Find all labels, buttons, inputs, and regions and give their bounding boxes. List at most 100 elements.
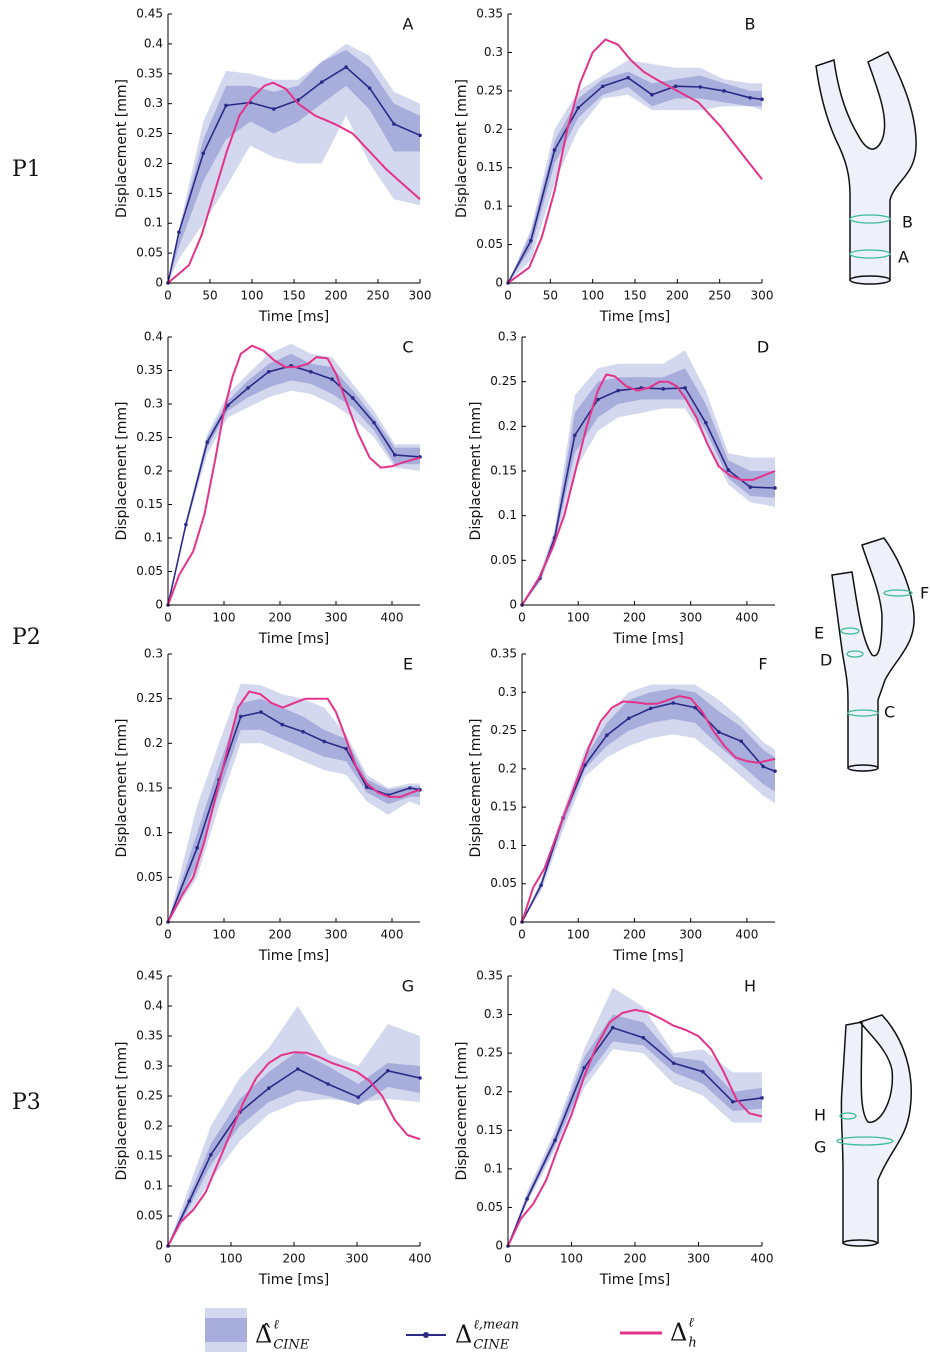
data-point	[272, 107, 276, 111]
panel-title: D	[757, 338, 769, 357]
y-tick-label: 0.4	[144, 330, 163, 344]
y-tick-label: 0.35	[136, 1029, 163, 1043]
y-tick-label: 0.3	[484, 1007, 503, 1021]
y-axis-label: Displacement [mm]	[454, 1042, 470, 1181]
y-tick-label: 0.1	[484, 1161, 503, 1175]
y-axis-label: Displacement [mm]	[114, 1042, 130, 1181]
row-label: P1	[12, 157, 41, 182]
x-tick-label: 400	[381, 928, 404, 942]
legend-superscript: ℓ,mean	[473, 1318, 519, 1333]
panel-title: H	[744, 977, 756, 996]
data-point	[226, 403, 230, 408]
data-point	[671, 1061, 676, 1065]
data-point	[596, 397, 600, 402]
y-tick-label: 0.05	[490, 876, 517, 890]
data-line	[507, 1008, 763, 1247]
data-line	[167, 365, 421, 606]
band	[522, 684, 775, 922]
data-point	[344, 746, 348, 751]
y-tick-label: 0.2	[498, 419, 517, 433]
data-point	[716, 730, 721, 734]
x-tick-label: 100	[220, 1252, 243, 1266]
data-point	[408, 786, 412, 790]
y-tick-label: 0.35	[476, 969, 503, 983]
x-tick-label: 50	[543, 289, 558, 303]
y-tick-label: 0.3	[144, 96, 163, 110]
x-tick-label: 300	[687, 1252, 710, 1266]
data-point	[601, 84, 605, 89]
diagram-label: G	[814, 1138, 826, 1157]
data-point	[418, 1076, 422, 1080]
x-tick-label: 100	[213, 928, 236, 942]
legend-subscript: h	[688, 1336, 696, 1351]
y-tick-label: 0.3	[498, 685, 517, 699]
y-tick-label: 0	[495, 276, 503, 290]
data-point	[748, 95, 752, 100]
x-tick-label: 150	[283, 289, 306, 303]
y-tick-label: 0.45	[136, 969, 163, 983]
data-line	[521, 695, 776, 923]
data-point	[671, 701, 676, 705]
data-point	[418, 133, 422, 138]
x-tick-label: 100	[241, 289, 264, 303]
band	[508, 71, 762, 283]
y-axis-label: Displacement [mm]	[454, 79, 470, 218]
band	[168, 698, 420, 922]
y-tick-label: 0.2	[484, 1084, 503, 1098]
y-tick-label: 0.25	[136, 691, 163, 705]
y-tick-label: 0.3	[144, 647, 163, 661]
y-tick-label: 0.45	[136, 7, 163, 21]
panel-title: G	[402, 977, 414, 996]
chart: 0 0.05 0.1 0.15 0.2 0.25 0.3 0 100 200 300 400 D Time…	[468, 330, 777, 647]
x-tick-label: 300	[346, 1252, 369, 1266]
y-axis-label: Displacement [mm]	[114, 719, 130, 858]
data-point	[529, 238, 533, 243]
data-point	[627, 716, 631, 721]
data-point	[583, 763, 587, 767]
x-tick-label: 100	[581, 289, 604, 303]
data-line	[167, 81, 421, 284]
data-point	[267, 370, 271, 374]
data-point	[722, 89, 726, 93]
data-point	[641, 1035, 646, 1040]
data-point	[582, 1066, 586, 1070]
diagram-label: H	[814, 1106, 826, 1125]
data-point	[701, 1069, 705, 1074]
vessel-diagram: H G	[814, 1014, 913, 1247]
y-axis-label: Displacement [mm]	[468, 402, 484, 541]
data-point	[673, 84, 678, 89]
y-tick-label: 0.1	[144, 531, 163, 545]
data-point	[319, 80, 324, 84]
x-tick-label: 0	[164, 928, 172, 942]
y-axis-label: Displacement [mm]	[114, 79, 130, 218]
data-point	[386, 1069, 390, 1073]
y-tick-label: 0.05	[490, 553, 517, 567]
data-point	[322, 739, 327, 744]
y-tick-label: 0.1	[498, 838, 517, 852]
data-point	[648, 706, 653, 711]
band	[508, 987, 762, 1246]
y-tick-label: 0.15	[476, 1123, 503, 1137]
y-tick-label: 0.25	[476, 83, 503, 97]
x-tick-label: 0	[164, 1252, 172, 1266]
data-point	[344, 65, 348, 70]
data-point	[184, 522, 188, 527]
legend-superscript: ℓ	[688, 1316, 694, 1331]
vessel-diagram: F E D C	[814, 537, 929, 772]
chart: 0 0.05 0.1 0.15 0.2 0.25 0.3 0.35 0.4 0 100 200 300 4…	[114, 330, 422, 647]
data-point	[201, 151, 206, 156]
x-tick-label: 300	[751, 289, 774, 303]
x-tick-label: 300	[679, 928, 702, 942]
y-tick-label: 0.15	[490, 800, 517, 814]
y-tick-label: 0.05	[136, 1209, 163, 1223]
data-point	[392, 122, 396, 126]
data-point	[525, 1197, 529, 1201]
data-point	[704, 420, 708, 425]
x-tick-label: 400	[735, 611, 758, 625]
x-tick-label: 200	[624, 1252, 647, 1266]
data-point	[187, 1199, 192, 1203]
row-label: P3	[12, 1090, 41, 1115]
data-line	[167, 690, 421, 923]
legend-label: Δ̂	[255, 1321, 272, 1349]
panel-title: A	[403, 15, 414, 34]
